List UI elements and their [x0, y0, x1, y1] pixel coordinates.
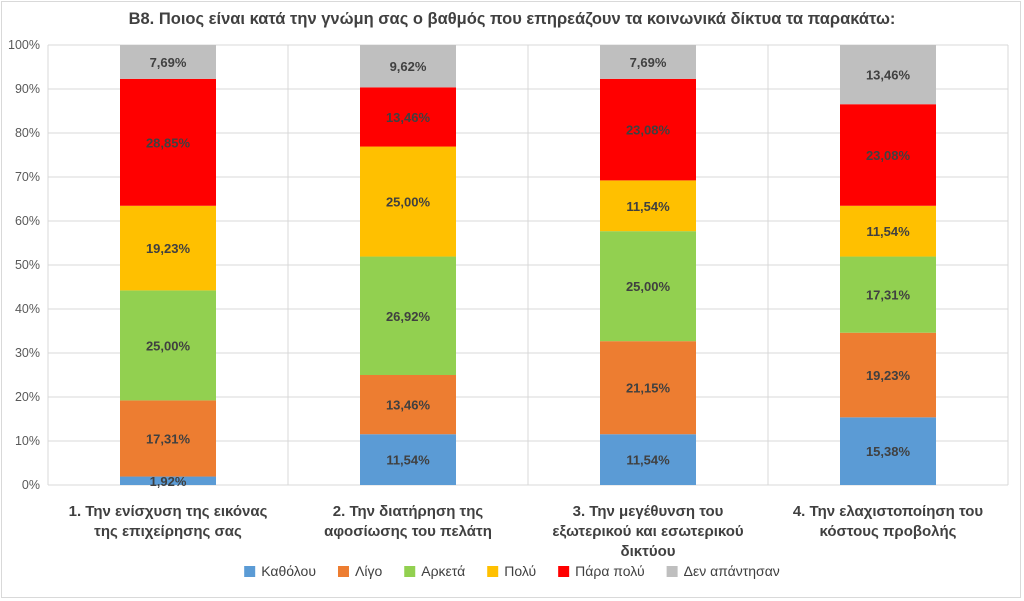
data-label: 28,85% — [146, 135, 191, 150]
bar-segment-5-1 — [360, 45, 456, 88]
data-label: 7,69% — [150, 55, 187, 70]
data-label: 11,54% — [386, 453, 430, 468]
legend-swatch — [558, 566, 570, 577]
bar-segment-3-2 — [600, 180, 696, 232]
bar-segment-1-2 — [600, 341, 696, 435]
y-tick-label: 60% — [15, 214, 40, 228]
bar-segment-4-0 — [120, 78, 216, 206]
x-category-label: 4. Την ελαχιστοποίηση του κόστους προβολή… — [793, 503, 984, 540]
bar-segment-2-0 — [120, 290, 216, 401]
data-label: 25,00% — [386, 195, 431, 210]
y-tick-label: 10% — [15, 434, 40, 448]
y-tick-label: 20% — [15, 390, 40, 404]
x-category-label: 2. Την διατήρηση της αφοσίωσης του πελάτη — [324, 503, 492, 540]
y-tick-label: 70% — [15, 170, 40, 184]
bar-segment-0-2 — [600, 434, 696, 485]
legend-label: Πολύ — [504, 563, 536, 579]
bar-segment-0-3 — [840, 417, 936, 485]
bar-segment-1-0 — [120, 400, 216, 477]
legend-label: Αρκετά — [421, 563, 465, 579]
legend-swatch — [244, 566, 256, 577]
data-label: 7,69% — [630, 55, 667, 70]
bar-segment-4-2 — [600, 78, 696, 181]
data-label: 11,54% — [626, 453, 670, 468]
y-tick-label: 40% — [15, 302, 40, 316]
data-label: 26,92% — [386, 309, 431, 324]
data-label: 19,23% — [146, 241, 191, 256]
data-label: 13,46% — [866, 68, 911, 83]
data-label: 9,62% — [390, 59, 427, 74]
bar-segment-2-1 — [360, 256, 456, 375]
y-tick-label: 100% — [8, 38, 40, 52]
data-label: 21,15% — [626, 381, 671, 396]
data-label: 11,54% — [626, 199, 670, 214]
data-label: 1,92% — [150, 474, 187, 489]
bar-segment-3-1 — [360, 146, 456, 257]
data-label: 17,31% — [146, 431, 191, 446]
data-label: 23,08% — [866, 148, 911, 163]
bar-segment-1-1 — [360, 375, 456, 435]
bar-segment-4-3 — [840, 104, 936, 206]
legend-swatch — [666, 566, 678, 577]
y-tick-label: 80% — [15, 126, 40, 140]
data-label: 13,46% — [386, 110, 431, 125]
legend-swatch — [404, 566, 416, 577]
data-label: 23,08% — [626, 123, 671, 138]
bar-segment-5-3 — [840, 45, 936, 105]
bars — [120, 45, 936, 485]
legend: Καθόλου Λίγο Αρκετά Πολύ Πάρα πολύ Δεν απάντη… — [244, 563, 780, 579]
x-category-label: 1. Την ενίσχυση της εικόνας της επιχείρησ… — [69, 503, 268, 540]
y-tick-label: 30% — [15, 346, 40, 360]
bar-segment-3-3 — [840, 205, 936, 257]
data-label: 17,31% — [866, 288, 911, 303]
bar-segment-2-3 — [840, 256, 936, 333]
y-tick-label: 50% — [15, 258, 40, 272]
data-label: 13,46% — [386, 398, 431, 413]
bar-segment-0-1 — [360, 434, 456, 485]
bar-segment-4-1 — [360, 87, 456, 147]
legend-swatch — [487, 566, 499, 577]
data-label: 15,38% — [866, 444, 911, 459]
data-label: 11,54% — [866, 224, 910, 239]
bar-segment-3-0 — [120, 205, 216, 291]
bar-segment-2-2 — [600, 231, 696, 342]
legend-swatch — [337, 566, 349, 577]
bar-segment-0-0 — [120, 476, 216, 485]
x-category-label: 3. Την μεγέθυνση του εξωτερικού και εσωτε… — [552, 503, 744, 560]
x-axis-categories: 1. Την ενίσχυση της εικόνας της επιχείρησ… — [69, 503, 984, 560]
data-label: 25,00% — [626, 279, 671, 294]
y-tick-label: 0% — [22, 478, 40, 492]
chart-title: B8. Ποιος είναι κατά την γνώμη σας ο βαθ… — [129, 10, 896, 28]
legend-label: Δεν απάντησαν — [684, 563, 780, 579]
bar-segment-5-2 — [600, 45, 696, 79]
data-label: 19,23% — [866, 368, 911, 383]
y-tick-label: 90% — [15, 82, 40, 96]
y-axis-ticks: 0% 10% 20% 30% 40% 50% 60% 70% 80% 90% 100% — [8, 38, 40, 492]
bar-segment-1-3 — [840, 332, 936, 418]
segment-labels: 1,92% 17,31% 25,00% 19,23% 28,85% 7,69% 11,54%… — [146, 55, 911, 489]
data-label: 25,00% — [146, 338, 191, 353]
bar-segment-5-0 — [120, 45, 216, 79]
legend-label: Λίγο — [355, 563, 382, 579]
legend-label: Καθόλου — [261, 563, 316, 579]
legend-label: Πάρα πολύ — [575, 563, 644, 579]
